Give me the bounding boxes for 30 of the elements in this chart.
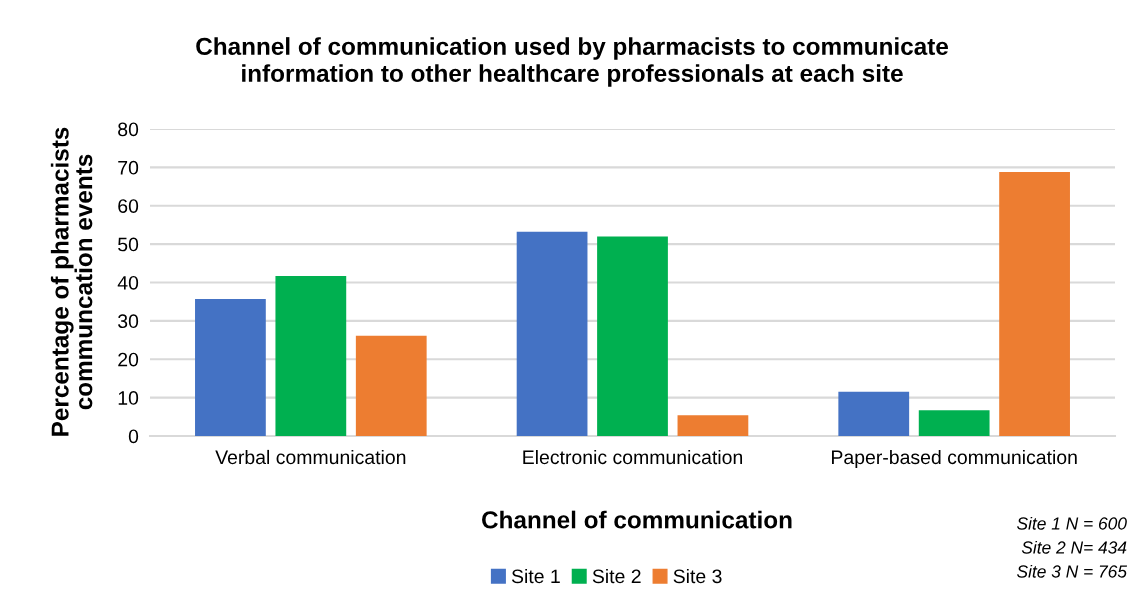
x-tick-label: Paper-based communication [832, 449, 1077, 469]
bar [195, 299, 266, 436]
y-tick-label: 80 [118, 122, 139, 137]
y-tick-label: 50 [118, 237, 139, 252]
y-tick-label: 20 [118, 352, 139, 367]
legend-label: Site 3 [673, 568, 722, 584]
y-tick-label: 10 [118, 391, 139, 405]
y-tick-label: 0 [128, 429, 139, 444]
y-tick-label: 30 [118, 314, 139, 329]
y-tick-label: 60 [118, 199, 139, 213]
text: Site 1 N = 600 [1016, 516, 1127, 530]
chart-title: Channel of communication used by pharmacists to communicate information to other healthcare professionals at each site [196, 37, 948, 87]
bar [999, 171, 1070, 436]
legend-label: Site 2 [592, 568, 641, 584]
x-tick-label: Electronic communication [523, 449, 743, 465]
x-axis-title: Channel of communication [482, 510, 792, 529]
y-tick-label: 40 [117, 275, 139, 290]
text: Site 3 N = 765 [1016, 564, 1128, 578]
bar [838, 391, 910, 436]
bar [275, 275, 347, 436]
x-tick-label: Verbal communication [215, 449, 406, 465]
text: Site 2 N= 434 [1021, 540, 1127, 554]
bar [516, 231, 588, 436]
legend-label: Site 1 [511, 568, 560, 584]
bar [355, 335, 427, 436]
bar [597, 236, 668, 436]
y-axis-title: Percentage of pharmacists communcation events [50, 127, 93, 436]
bar [918, 410, 990, 436]
y-tick-label: 70 [118, 160, 139, 175]
bar [677, 415, 749, 436]
